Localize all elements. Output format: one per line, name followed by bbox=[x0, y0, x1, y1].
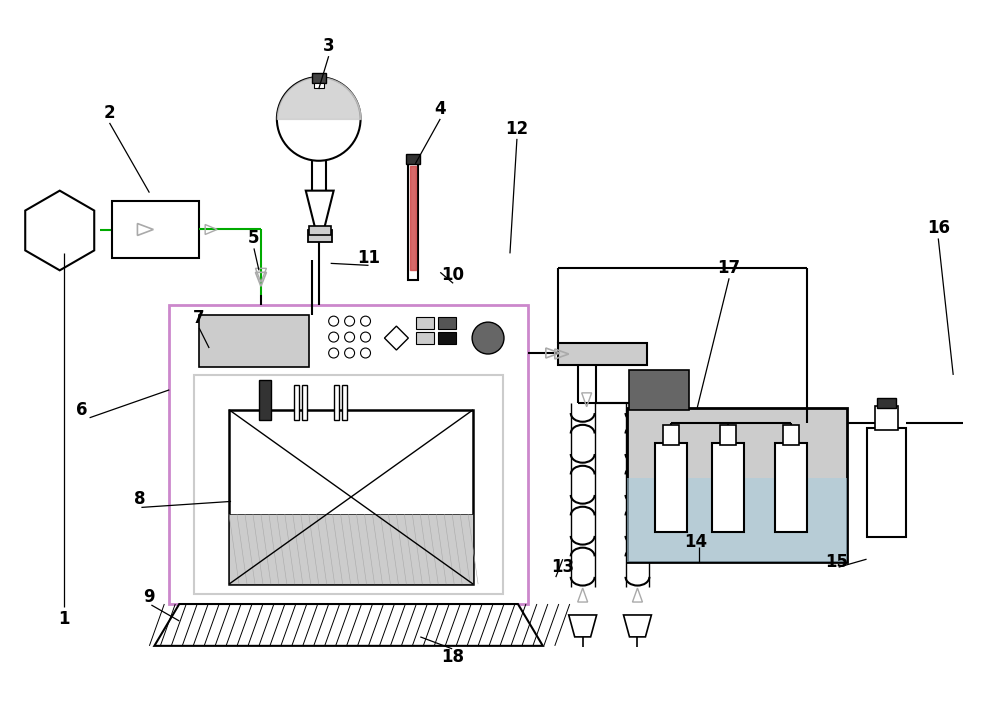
Bar bbox=[406, 154, 420, 164]
Bar bbox=[877, 398, 896, 408]
Bar bbox=[416, 317, 434, 329]
Bar bbox=[663, 425, 679, 445]
Text: 10: 10 bbox=[442, 267, 465, 284]
Bar bbox=[169, 305, 528, 604]
Circle shape bbox=[361, 332, 371, 342]
Polygon shape bbox=[306, 191, 334, 230]
Bar bbox=[775, 442, 807, 532]
Bar bbox=[314, 83, 324, 88]
Polygon shape bbox=[25, 191, 94, 270]
Bar bbox=[302, 385, 307, 420]
Bar bbox=[627, 408, 847, 562]
Bar bbox=[259, 380, 271, 420]
Text: 16: 16 bbox=[927, 220, 950, 238]
Text: 11: 11 bbox=[357, 250, 380, 267]
Polygon shape bbox=[569, 615, 597, 637]
Bar bbox=[720, 425, 736, 445]
Circle shape bbox=[472, 322, 504, 354]
Bar bbox=[783, 425, 799, 445]
Circle shape bbox=[329, 316, 339, 326]
Bar bbox=[112, 201, 199, 258]
Bar bbox=[558, 343, 647, 365]
Bar bbox=[627, 478, 847, 562]
Polygon shape bbox=[384, 326, 408, 350]
Bar bbox=[199, 316, 309, 367]
Bar bbox=[712, 442, 744, 532]
Text: 7: 7 bbox=[193, 309, 205, 327]
Bar bbox=[309, 225, 331, 235]
Text: 18: 18 bbox=[441, 648, 464, 666]
Circle shape bbox=[361, 316, 371, 326]
Bar bbox=[294, 385, 299, 420]
Text: 8: 8 bbox=[134, 491, 145, 508]
Circle shape bbox=[345, 348, 355, 358]
Bar bbox=[342, 385, 347, 420]
Text: 14: 14 bbox=[685, 533, 708, 552]
Circle shape bbox=[345, 332, 355, 342]
Polygon shape bbox=[624, 615, 651, 637]
Bar bbox=[655, 442, 687, 532]
Bar bbox=[408, 161, 418, 280]
Bar bbox=[416, 332, 434, 344]
Text: 1: 1 bbox=[58, 610, 69, 628]
Text: 4: 4 bbox=[434, 100, 446, 118]
Text: 15: 15 bbox=[825, 553, 848, 571]
Text: 12: 12 bbox=[505, 120, 528, 138]
Bar bbox=[867, 428, 906, 537]
Text: 13: 13 bbox=[551, 558, 574, 576]
Text: 9: 9 bbox=[144, 588, 155, 606]
Circle shape bbox=[329, 348, 339, 358]
Text: 2: 2 bbox=[104, 104, 115, 122]
Text: 6: 6 bbox=[76, 401, 87, 419]
Circle shape bbox=[329, 332, 339, 342]
Bar bbox=[438, 332, 456, 344]
Circle shape bbox=[277, 77, 361, 161]
Bar bbox=[194, 375, 503, 594]
Bar bbox=[875, 406, 898, 430]
Circle shape bbox=[361, 348, 371, 358]
Polygon shape bbox=[154, 604, 543, 646]
Text: 5: 5 bbox=[248, 230, 260, 247]
Bar bbox=[308, 230, 332, 242]
Bar bbox=[312, 73, 326, 83]
Text: 17: 17 bbox=[718, 259, 741, 277]
Bar bbox=[438, 317, 456, 329]
Bar bbox=[629, 370, 689, 410]
Text: 3: 3 bbox=[323, 37, 334, 55]
Bar bbox=[229, 514, 473, 584]
Bar bbox=[334, 385, 339, 420]
Bar bbox=[229, 410, 473, 584]
Circle shape bbox=[345, 316, 355, 326]
